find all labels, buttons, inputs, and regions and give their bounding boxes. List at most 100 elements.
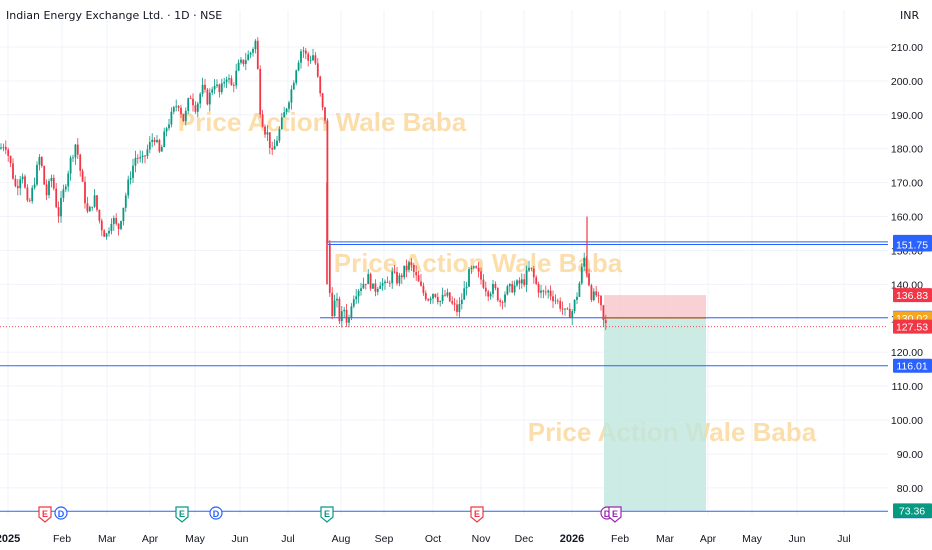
candle <box>276 136 278 147</box>
candle-body <box>103 230 106 237</box>
candle <box>304 47 307 60</box>
candle-body <box>434 294 437 298</box>
candle-body <box>216 84 218 86</box>
earnings-marker-shape <box>470 506 484 523</box>
candle <box>309 55 312 64</box>
candle-body <box>314 55 317 64</box>
candle <box>417 270 420 282</box>
candle <box>153 137 156 146</box>
price-badge <box>893 319 932 334</box>
candle-body <box>504 294 506 303</box>
candle <box>427 298 430 302</box>
candle <box>184 107 187 126</box>
candle-body <box>494 283 497 289</box>
candle <box>564 308 566 316</box>
candle <box>192 93 194 112</box>
x-tick-label: Mar <box>98 533 117 545</box>
candle <box>530 267 533 272</box>
candle <box>206 88 209 106</box>
candle-body <box>112 218 115 224</box>
candle <box>300 48 302 69</box>
candle-body <box>451 301 454 304</box>
candle-body <box>472 266 475 268</box>
candle-body <box>40 157 43 167</box>
candle <box>259 65 262 118</box>
candle <box>448 291 451 303</box>
candle-body <box>36 164 38 185</box>
y-tick-label: 200.00 <box>891 76 923 88</box>
candle <box>470 265 473 274</box>
candle-body <box>134 157 137 166</box>
candle-body <box>482 279 485 288</box>
x-tick-label: Oct <box>425 533 441 545</box>
candle-body <box>446 292 449 296</box>
candle <box>21 173 24 184</box>
candle <box>196 101 199 118</box>
candle <box>115 213 118 226</box>
candle-body <box>458 304 461 312</box>
candle <box>208 88 211 112</box>
candle-body <box>259 68 262 115</box>
price-badge-label: 116.01 <box>896 361 927 373</box>
candle-body <box>232 85 235 86</box>
candle-body <box>175 106 178 108</box>
candle <box>422 282 425 296</box>
candle <box>237 59 240 72</box>
candle-body <box>559 300 562 309</box>
candle-body <box>204 84 206 90</box>
candle-body <box>391 271 394 284</box>
candle <box>372 283 374 289</box>
candle-body <box>4 146 7 150</box>
dividend-marker: D <box>209 506 223 520</box>
candle <box>72 154 74 163</box>
candle <box>400 273 403 285</box>
candle-body <box>9 155 12 164</box>
candle <box>12 158 14 180</box>
candle <box>86 196 89 214</box>
candle <box>518 277 521 290</box>
candle-body <box>439 300 442 302</box>
candle-body <box>235 70 238 86</box>
y-tick-label: 100.00 <box>891 415 923 427</box>
earnings-marker: E <box>38 506 52 523</box>
candle <box>480 267 482 285</box>
event-marker-label: D <box>213 509 220 519</box>
earnings-marker-shape <box>175 506 189 523</box>
candle <box>98 209 101 224</box>
candle-body <box>158 139 161 152</box>
candle <box>360 282 362 296</box>
candle <box>81 168 84 182</box>
candle-body <box>453 303 456 305</box>
candle-body <box>393 271 396 273</box>
candle-body <box>352 299 355 307</box>
candle-body <box>33 184 36 188</box>
candle-body <box>549 290 552 297</box>
candle-body <box>177 106 180 108</box>
candle <box>410 258 413 272</box>
candle <box>350 303 353 321</box>
candle-body <box>537 283 540 293</box>
candle-body <box>252 49 254 53</box>
candle-body <box>470 267 473 269</box>
candle <box>141 150 144 164</box>
candle-body <box>420 281 422 286</box>
candle-body <box>326 120 329 244</box>
candle-body <box>422 285 425 294</box>
candle <box>9 155 12 167</box>
candle <box>446 288 449 298</box>
candle-body <box>362 283 365 289</box>
candle-body <box>374 283 377 292</box>
candle-body <box>408 262 410 270</box>
candle <box>235 63 238 89</box>
candle <box>523 273 526 287</box>
candle-body <box>542 290 545 292</box>
candle <box>554 294 557 305</box>
candle-body <box>340 311 343 322</box>
candle <box>144 155 146 164</box>
candle <box>204 78 206 93</box>
candle-body <box>513 285 516 293</box>
candle-body <box>508 283 511 287</box>
candle-body <box>564 308 566 310</box>
